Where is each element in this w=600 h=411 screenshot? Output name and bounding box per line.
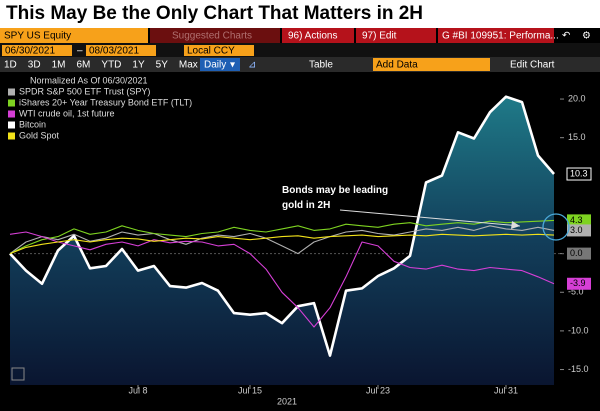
report: G #BI 109951: Performa... xyxy=(442,31,559,42)
actions: 96) Actions xyxy=(288,31,337,42)
end-date-field[interactable] xyxy=(86,45,156,56)
table[interactable]: Table xyxy=(309,60,333,71)
x-tick-label: Jul 8 xyxy=(128,385,147,395)
arrow-head xyxy=(511,221,520,229)
report-button[interactable] xyxy=(438,28,554,43)
start-date: 06/30/2021 xyxy=(5,46,55,57)
end-label: 10.3 xyxy=(570,168,588,178)
x-tick-label: Jul 31 xyxy=(494,385,518,395)
zero-box xyxy=(567,247,591,260)
period-button[interactable]: Max xyxy=(179,60,198,71)
legend-swatch xyxy=(8,121,15,129)
add-data-field[interactable] xyxy=(373,58,490,71)
edit-button[interactable] xyxy=(356,28,436,43)
y-tick-label: 20.0 xyxy=(568,93,586,103)
series-line xyxy=(9,95,555,357)
legend-swatch xyxy=(8,99,15,107)
y-tick-label: 15.0 xyxy=(568,132,586,142)
x-tick-label: Jul 23 xyxy=(366,385,390,395)
frequency-button[interactable] xyxy=(200,58,240,71)
x-tick-label: Jul 15 xyxy=(238,385,262,395)
legend-swatch xyxy=(8,88,15,96)
y-tick-label: 0.0 xyxy=(570,248,583,258)
x-axis-label: 2021 xyxy=(277,396,297,406)
actions-button[interactable] xyxy=(282,28,354,43)
period-button[interactable]: 5Y xyxy=(156,60,169,71)
annotation-line: gold in 2H xyxy=(282,200,330,211)
annotation: Bonds may be leading gold in 2H xyxy=(282,185,388,211)
y-tick-label: -10.0 xyxy=(568,325,589,335)
y-tick-label: -15.0 xyxy=(568,364,589,374)
edit: 97) Edit xyxy=(362,31,397,42)
legend-label: iShares 20+ Year Treasury Bond ETF (TLT) xyxy=(19,97,192,107)
end-label-box xyxy=(567,224,591,237)
period-button[interactable]: 6M xyxy=(77,60,91,71)
series-line xyxy=(9,219,555,255)
legend-box xyxy=(4,74,214,142)
period-button[interactable]: 1D xyxy=(4,60,17,71)
series-line xyxy=(9,225,555,255)
legend-title: Normalized As Of 06/30/2021 xyxy=(30,75,148,85)
period-button[interactable]: 1M xyxy=(52,60,66,71)
suggested: Suggested Charts xyxy=(172,31,252,42)
period-button[interactable]: 1Y xyxy=(132,60,145,71)
area xyxy=(10,96,554,385)
end-label-box xyxy=(567,277,591,290)
legend-swatch xyxy=(8,132,15,140)
legend-label: SPDR S&P 500 ETF Trust (SPY) xyxy=(19,86,150,96)
frequency: Daily xyxy=(204,60,226,71)
edit-chart[interactable]: Edit Chart xyxy=(510,60,555,71)
series-line xyxy=(9,231,555,328)
end-label: 3.0 xyxy=(570,225,583,235)
dropdown-icon: ▾ xyxy=(230,60,235,71)
highlight-circle xyxy=(542,213,570,241)
y-tick-label: -5.0 xyxy=(568,287,584,297)
annotation-arrow xyxy=(339,209,521,227)
currency: Local CCY xyxy=(187,46,235,57)
end-label: 4.3 xyxy=(570,215,583,225)
ticker: SPY US Equity xyxy=(4,31,71,42)
chart-icon[interactable]: ⊿ xyxy=(248,60,256,71)
legend-label: WTI crude oil, 1st future xyxy=(19,108,115,118)
zoom-icon[interactable] xyxy=(11,367,25,381)
suggested-button[interactable] xyxy=(150,28,280,43)
currency-field[interactable] xyxy=(184,45,254,56)
legend-swatch xyxy=(8,110,15,118)
end-label-box xyxy=(566,167,592,181)
end-date: 08/03/2021 xyxy=(89,46,139,57)
period-button[interactable]: 3D xyxy=(28,60,41,71)
back-icon[interactable]: ↶ xyxy=(562,31,570,42)
end-label: -3.9 xyxy=(570,278,586,288)
series-line xyxy=(9,233,555,255)
end-label-box xyxy=(567,214,591,227)
dash: – xyxy=(77,46,83,57)
legend-label: Bitcoin xyxy=(19,119,46,129)
period-button[interactable]: YTD xyxy=(101,60,121,71)
start-date-field[interactable] xyxy=(2,45,72,56)
headline: This May Be the Only Chart That Matters … xyxy=(6,3,423,24)
legend-label: Gold Spot xyxy=(19,130,60,140)
ticker-field[interactable] xyxy=(0,28,148,43)
settings-icon[interactable]: ⚙ xyxy=(582,31,591,42)
add-data: Add Data xyxy=(376,60,418,71)
